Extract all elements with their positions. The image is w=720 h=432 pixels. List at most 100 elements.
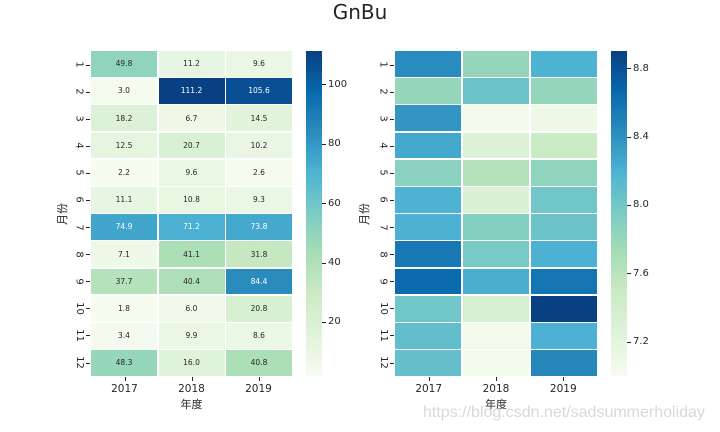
y-tick-label: 3 xyxy=(73,115,85,122)
heatmap-cell xyxy=(395,159,462,186)
heatmap-cell: 12.5 xyxy=(91,132,157,159)
y-tick-mark xyxy=(390,335,394,337)
colorbar-tick-label: 8.4 xyxy=(633,131,649,142)
colorbar-tick-mark xyxy=(627,204,631,206)
heatmap-cell: 48.3 xyxy=(91,350,157,376)
heatmap-cell xyxy=(462,268,530,295)
y-tick-label: 4 xyxy=(377,142,389,150)
colorbar-tick-mark xyxy=(627,341,631,343)
x-tick-label: 2018 xyxy=(178,383,205,395)
cell-value: 9.6 xyxy=(253,59,265,69)
heatmap-cell: 9.3 xyxy=(226,187,292,213)
cell-value: 41.1 xyxy=(183,249,200,259)
cell-value: 40.8 xyxy=(250,358,268,368)
x-tick-label: 2018 xyxy=(482,383,510,395)
heatmap-cell: 11.2 xyxy=(158,51,225,77)
y-tick-label: 5 xyxy=(377,169,389,177)
colorbar-tick-label: 7.6 xyxy=(633,267,649,279)
heatmap-cell xyxy=(395,214,462,240)
heatmap-cell xyxy=(530,132,597,159)
x-tick-label: 2019 xyxy=(245,383,272,395)
x-tick-mark xyxy=(563,377,565,381)
heatmap-cell: 8.6 xyxy=(226,323,292,349)
heatmap-cell xyxy=(395,51,462,77)
y-tick-mark xyxy=(390,64,394,66)
x-tick-label: 2019 xyxy=(549,383,577,395)
heatmap-cell: 40.8 xyxy=(226,350,292,376)
x-tick-mark xyxy=(496,377,497,381)
left-heatmap-grid: 49.8 11.2 9.6 3.0 111.2 105.6 18.2 6.7 14.5 12.5 2… xyxy=(91,51,292,376)
y-tick-mark xyxy=(390,145,394,147)
x-tick-label: 2017 xyxy=(111,383,138,395)
x-tick-mark xyxy=(191,377,193,381)
heatmap-cell xyxy=(462,241,530,268)
y-tick-label: 8 xyxy=(73,250,85,258)
y-tick-mark xyxy=(390,362,394,364)
y-tick-label: 6 xyxy=(377,196,389,204)
cell-value: 74.9 xyxy=(115,222,133,232)
cell-value: 9.6 xyxy=(185,167,198,177)
y-tick-mark xyxy=(390,308,394,310)
heatmap-cell: 9.6 xyxy=(158,159,225,186)
heatmap-cell xyxy=(462,187,530,213)
y-tick-mark xyxy=(86,145,90,147)
heatmap-cell xyxy=(395,105,462,132)
heatmap-cell xyxy=(530,105,597,132)
heatmap-cell xyxy=(530,268,597,295)
y-tick-label: 9 xyxy=(73,278,85,285)
cell-value: 84.4 xyxy=(250,276,268,286)
colorbar-tick-mark xyxy=(322,84,326,86)
y-tick-mark xyxy=(390,172,394,174)
heatmap-cell xyxy=(462,159,530,186)
colorbar-tick-mark xyxy=(322,143,326,145)
heatmap-cell xyxy=(462,323,530,349)
cell-value: 9.3 xyxy=(253,195,265,205)
right-colorbar xyxy=(611,51,627,376)
heatmap-cell: 11.1 xyxy=(91,187,157,213)
heatmap-cell xyxy=(530,159,597,186)
colorbar-tick-label: 100 xyxy=(328,78,348,90)
cell-value: 73.8 xyxy=(250,222,268,232)
y-tick-label: 10 xyxy=(73,301,85,315)
cell-value: 2.2 xyxy=(118,167,130,177)
cell-value: 18.2 xyxy=(115,113,133,123)
colorbar-tick-label: 20 xyxy=(328,316,341,328)
heatmap-cell: 111.2 xyxy=(158,78,225,104)
heatmap-cell: 20.7 xyxy=(158,132,225,159)
y-tick-label: 12 xyxy=(377,356,389,369)
y-tick-mark xyxy=(86,254,90,256)
cell-value: 3.4 xyxy=(118,331,130,341)
heatmap-cell: 3.4 xyxy=(91,323,157,349)
colorbar-tick-mark xyxy=(322,321,326,323)
y-tick-mark xyxy=(86,281,90,283)
left-y-axis-label: 月份 xyxy=(56,202,69,225)
cell-value: 9.9 xyxy=(185,331,198,341)
cell-value: 71.2 xyxy=(183,222,200,232)
heatmap-cell xyxy=(530,78,597,104)
y-tick-mark xyxy=(390,281,394,283)
colorbar-tick-label: 8.8 xyxy=(633,62,649,74)
cell-value: 11.1 xyxy=(115,195,133,205)
cell-value: 40.4 xyxy=(183,276,200,286)
y-tick-label: 7 xyxy=(73,223,85,231)
cell-value: 10.8 xyxy=(183,195,200,205)
heatmap-cell xyxy=(462,214,530,240)
y-tick-label: 12 xyxy=(73,356,85,369)
y-tick-label: 8 xyxy=(377,250,389,258)
heatmap-cell: 71.2 xyxy=(158,214,225,240)
y-tick-label: 4 xyxy=(73,142,85,150)
left-colorbar xyxy=(306,51,322,376)
y-tick-mark xyxy=(86,200,90,201)
x-tick-mark xyxy=(258,377,260,381)
cell-value: 16.0 xyxy=(183,358,200,368)
y-tick-mark xyxy=(390,200,394,201)
heatmap-cell xyxy=(462,295,530,322)
y-tick-mark xyxy=(86,172,90,174)
y-tick-label: 2 xyxy=(73,88,85,95)
y-tick-mark xyxy=(390,254,394,256)
y-tick-label: 5 xyxy=(73,169,85,177)
heatmap-cell xyxy=(462,105,530,132)
heatmap-cell xyxy=(395,323,462,349)
heatmap-cell xyxy=(462,350,530,376)
